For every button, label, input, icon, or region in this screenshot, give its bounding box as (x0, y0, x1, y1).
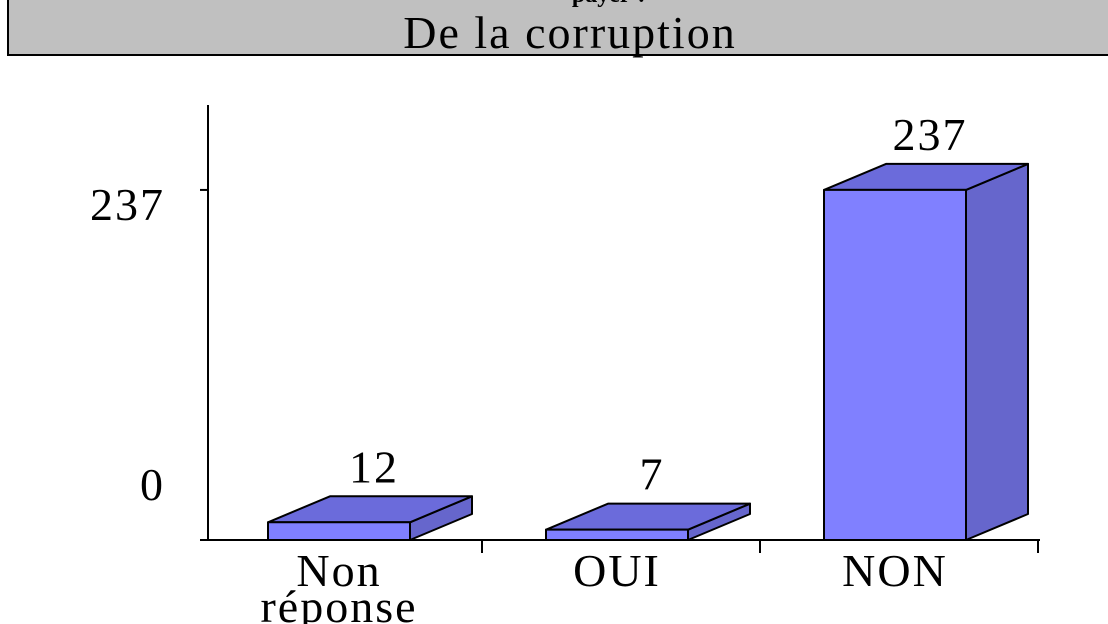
y-tick-label: 237 (90, 179, 165, 230)
x-tick-label: OUI (573, 545, 661, 596)
bar (545, 528, 689, 542)
bar (267, 521, 411, 541)
data-label: 12 (349, 441, 399, 492)
chart-title: De la corruption (403, 7, 736, 58)
data-label: 7 (640, 449, 665, 500)
data-label: 237 (893, 109, 968, 160)
x-tick-label: NON (842, 545, 948, 596)
x-tick-label: Non réponse (260, 545, 417, 624)
y-tick-label: 0 (140, 459, 165, 510)
chart-overtitle: payer ? (572, 0, 648, 8)
title-banner (7, 0, 1108, 56)
bar (823, 188, 967, 541)
bar-side (965, 162, 1029, 541)
